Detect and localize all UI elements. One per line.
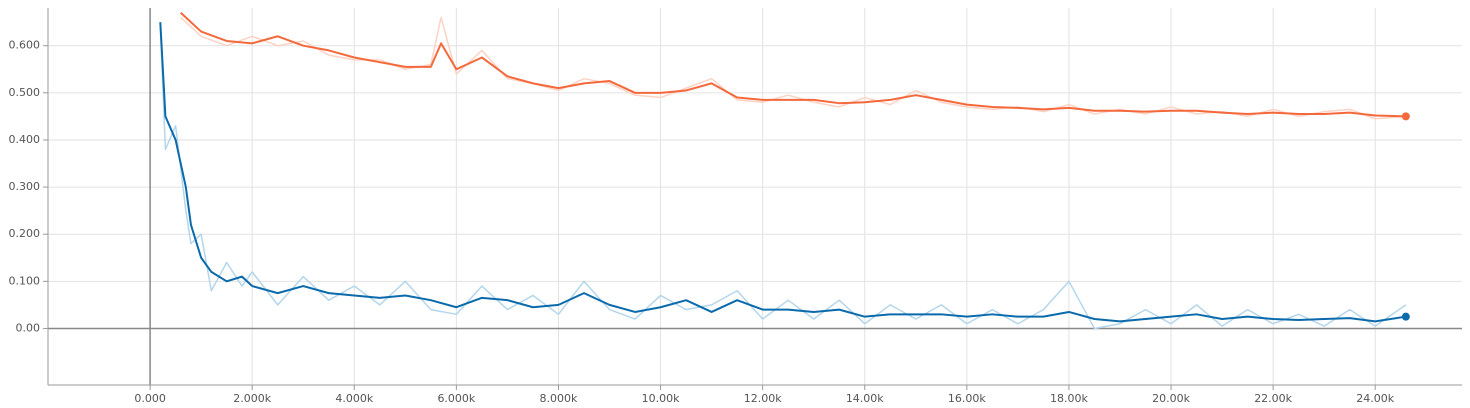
x-tick-label: 10.00k	[642, 392, 680, 405]
y-tick-label: 0.400	[9, 133, 41, 146]
axes: 0.000 2.000k 4.000k 6.000k 8.000k 10.00k 12.00…	[9, 8, 1462, 405]
x-tick-label: 6.000k	[437, 392, 475, 405]
x-tick-label: 0.000	[134, 392, 166, 405]
x-tick-label: 18.00k	[1050, 392, 1088, 405]
end-point	[1401, 312, 1410, 321]
x-tick-label: 2.000k	[233, 392, 271, 405]
x-tick-label: 24.00k	[1356, 392, 1394, 405]
x-tick-label: 12.00k	[744, 392, 782, 405]
x-tick-label: 4.000k	[335, 392, 373, 405]
raw-line	[159, 26, 1407, 330]
y-tick-label: 0.00	[16, 321, 41, 334]
x-tick-label: 22.00k	[1254, 392, 1292, 405]
y-tick-label: 0.100	[9, 274, 41, 287]
end-point	[1401, 112, 1410, 121]
smoothed-line	[180, 11, 1406, 118]
x-tick-label: 16.00k	[948, 392, 986, 405]
y-tick-label: 0.600	[9, 39, 41, 52]
x-tick-label: 8.000k	[540, 392, 578, 405]
x-tick-label: 20.00k	[1152, 392, 1190, 405]
smoothed-line	[159, 22, 1407, 323]
y-tick-label: 0.300	[9, 180, 41, 193]
plot-area	[159, 11, 1410, 330]
raw-line	[180, 16, 1406, 120]
y-tick-label: 0.500	[9, 86, 41, 99]
y-tick-label: 0.200	[9, 227, 41, 240]
x-tick-label: 14.00k	[846, 392, 884, 405]
grid	[48, 8, 1462, 385]
